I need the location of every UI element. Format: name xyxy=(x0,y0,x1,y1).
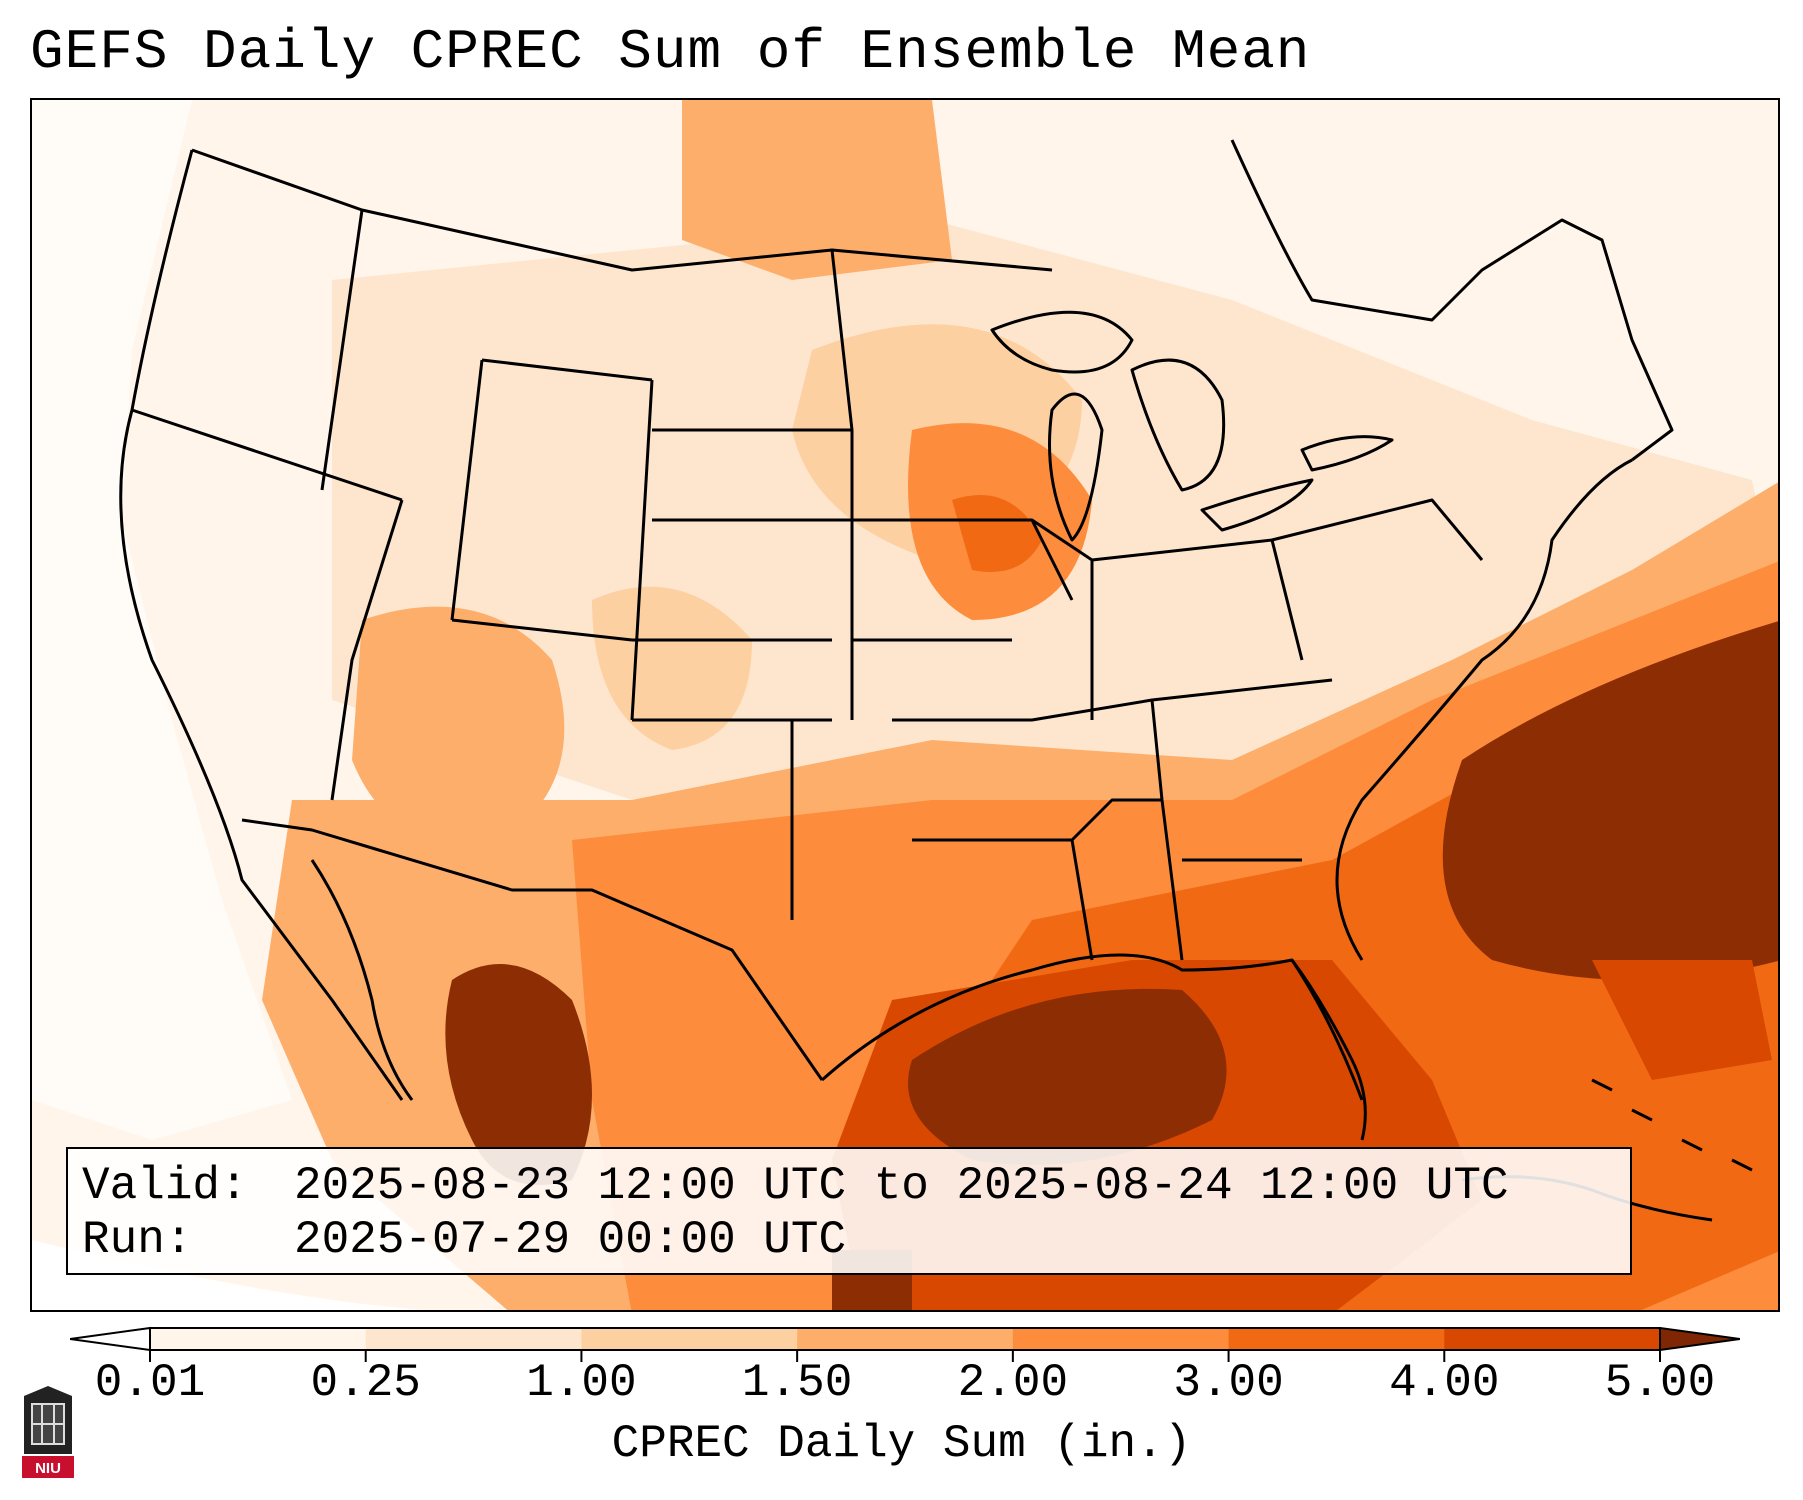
run-value: 2025-07-29 00:00 UTC xyxy=(294,1214,847,1266)
precip-iowa-core xyxy=(952,495,1042,572)
colorbar-tick-label: 2.00 xyxy=(957,1357,1069,1409)
precip-mexico-max xyxy=(445,964,592,1185)
colorbar-over-arrow xyxy=(1659,1326,1741,1352)
west-dry-zone xyxy=(32,100,292,1140)
colorbar-segment xyxy=(150,1328,367,1350)
colorbar-tick-labels: 0.01 0.25 1.00 1.50 2.00 3.00 4.00 5.00 xyxy=(0,1357,1803,1417)
precip-north-dakota-zone xyxy=(682,100,952,280)
logo-band xyxy=(22,1456,74,1478)
precip-map[interactable] xyxy=(30,98,1780,1312)
precip-southwest-zone xyxy=(352,606,565,844)
colorbar-canvas xyxy=(69,1326,1741,1362)
map-title: GEFS Daily CPREC Sum of Ensemble Mean xyxy=(30,20,1311,84)
colorbar xyxy=(69,1310,1741,1400)
boundary-lines xyxy=(119,139,1753,1222)
colorbar-tick-label: 4.00 xyxy=(1389,1357,1500,1409)
valid-value: 2025-08-23 12:00 UTC to 2025-08-24 12:00… xyxy=(294,1160,1509,1212)
colorbar-under-arrow xyxy=(69,1326,151,1352)
colorbar-tick-label: 3.00 xyxy=(1173,1357,1284,1409)
colorbar-tick-label: 1.50 xyxy=(741,1357,853,1409)
colorbar-tick-label: 5.00 xyxy=(1604,1357,1716,1409)
valid-row: Valid: 2025-08-23 12:00 UTC to 2025-08-24… xyxy=(82,1159,1616,1213)
colorbar-segment xyxy=(1228,1328,1445,1350)
niu-logo: NIU xyxy=(22,1386,74,1478)
precip-bahamas-zone xyxy=(1592,960,1772,1080)
run-row: Run: 2025-07-29 00:00 UTC xyxy=(82,1213,1616,1267)
domain-edge-left xyxy=(32,1240,423,1310)
colorbar-outline xyxy=(149,1327,1661,1351)
precip-atlantic-max xyxy=(1442,621,1778,980)
valid-label: Valid: xyxy=(82,1160,248,1212)
precip-gulf-max xyxy=(908,988,1227,1165)
colorbar-title: CPREC Daily Sum (in.) xyxy=(611,1418,1192,1470)
colorbar-tick-label: 0.25 xyxy=(310,1357,421,1409)
run-label: Run: xyxy=(82,1214,193,1266)
colorbar-segment xyxy=(1444,1328,1661,1350)
colorbar-segment xyxy=(797,1328,1014,1350)
colorbar-tick-label: 1.00 xyxy=(526,1357,637,1409)
colorbar-segment xyxy=(1012,1328,1230,1350)
validity-infobox: Valid: 2025-08-23 12:00 UTC to 2025-08-24… xyxy=(66,1147,1632,1275)
colorbar-segment xyxy=(581,1328,798,1350)
colorbar-tick-label: 0.01 xyxy=(94,1357,206,1409)
colorbar-segment xyxy=(365,1328,582,1350)
precip-map-canvas xyxy=(32,100,1778,1310)
logo-text: NIU xyxy=(35,1460,61,1477)
